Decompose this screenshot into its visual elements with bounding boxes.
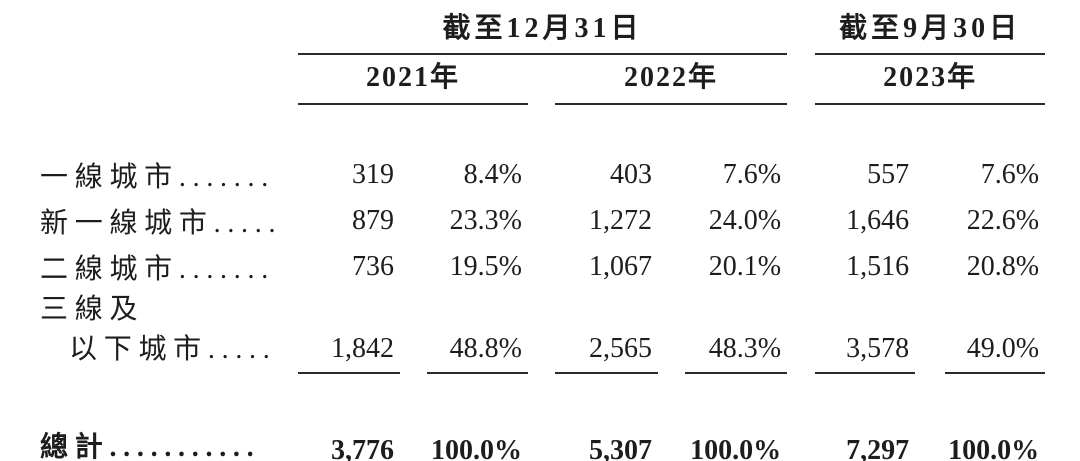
cell-2022-pct: 20.1%	[708, 251, 782, 282]
row-label: 一線城市.......	[40, 162, 275, 193]
row-label-line1: 三線及	[40, 294, 145, 325]
total-2021-pct: 100.0%	[427, 435, 528, 461]
year-2023-header: 2023年	[815, 54, 1046, 105]
cell-2023-count: 1,646	[846, 205, 910, 236]
spacer-row	[40, 104, 1045, 152]
cell-2023-pct: 49.0%	[945, 290, 1046, 374]
year-2022-header: 2022年	[555, 54, 788, 105]
cell-2021-count: 736	[352, 251, 394, 282]
table-row-tier2: 二線城市....... 736 19.5% 1,067 20.1% 1,516 …	[40, 244, 1045, 290]
row-label-line2: 以下城市.....	[69, 334, 277, 365]
row-label: 二線城市.......	[40, 254, 275, 285]
total-2021-count: 3,776	[298, 435, 400, 461]
header-corner-blank	[40, 6, 298, 54]
table-row-new-tier1: 新一線城市..... 879 23.3% 1,272 24.0% 1,646 2…	[40, 198, 1045, 244]
column-gap	[787, 6, 815, 54]
table-row-total: 總計........... 3,776 100.0% 5,307 100.0% …	[40, 425, 1045, 461]
cell-2023-pct: 22.6%	[966, 205, 1040, 236]
cell-2023-pct: 20.8%	[966, 251, 1040, 282]
cell-2021-pct: 23.3%	[449, 205, 522, 236]
cell-2023-count: 1,516	[846, 251, 910, 282]
cell-2021-pct: 19.5%	[449, 251, 522, 282]
cell-2021-pct: 48.8%	[427, 290, 528, 374]
column-gap	[528, 54, 555, 104]
cell-2022-count: 2,565	[555, 290, 658, 374]
cell-2021-count: 1,842	[298, 290, 400, 374]
table-row-tier1: 一線城市....... 319 8.4% 403 7.6% 557 7.6%	[40, 152, 1045, 198]
cell-2022-pct: 24.0%	[708, 205, 782, 236]
city-tier-breakdown-table: 截至12月31日 截至9月30日 2021年 2022年 2023年 一線城市.…	[40, 6, 1046, 461]
cell-2022-pct: 48.3%	[685, 290, 788, 374]
cell-2023-pct: 7.6%	[980, 159, 1040, 190]
header-period-groups: 截至12月31日 截至9月30日	[40, 6, 1046, 55]
cell-2022-count: 1,067	[589, 251, 652, 282]
total-2022-pct: 100.0%	[685, 435, 787, 461]
total-label: 總計...........	[40, 432, 261, 461]
total-2023-pct: 100.0%	[945, 435, 1045, 461]
cell-2023-count: 3,578	[815, 290, 916, 374]
total-2022-count: 5,307	[555, 435, 658, 461]
cell-2022-count: 403	[610, 159, 652, 190]
total-2023-count: 7,297	[815, 435, 915, 461]
spacer-row	[40, 373, 1045, 425]
cell-2021-count: 879	[352, 205, 394, 236]
period-group-dec31: 截至12月31日	[298, 6, 788, 55]
cell-2021-pct: 8.4%	[463, 159, 522, 190]
cell-2023-count: 557	[867, 159, 910, 190]
row-label: 新一線城市.....	[40, 208, 283, 239]
cell-2022-pct: 7.6%	[722, 159, 782, 190]
cell-2022-count: 1,272	[589, 205, 652, 236]
cell-2021-count: 319	[352, 159, 394, 190]
table-row-tier3-and-below: 三線及 以下城市..... 1,842 48.8% 2,565 48.3% 3,…	[40, 290, 1046, 374]
year-2021-header: 2021年	[298, 54, 528, 105]
period-group-sep30: 截至9月30日	[815, 6, 1046, 55]
header-blank	[40, 54, 298, 104]
column-gap	[787, 54, 815, 104]
header-years: 2021年 2022年 2023年	[40, 54, 1046, 105]
row-label: 三線及 以下城市.....	[40, 290, 298, 373]
